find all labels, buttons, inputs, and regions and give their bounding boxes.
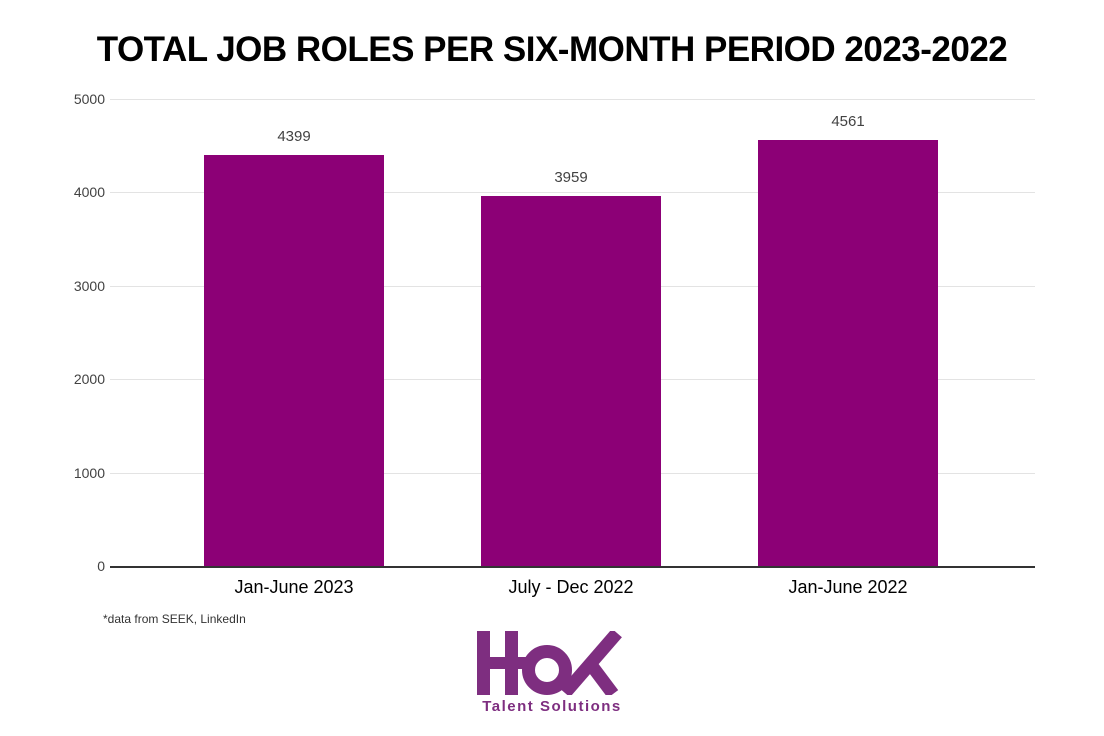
bar-value-label: 4399	[277, 128, 311, 146]
x-axis-category-label: Jan-June 2023	[234, 577, 354, 597]
bar-jan-june-2023	[204, 155, 384, 566]
x-axis-category-label: Jan-June 2022	[788, 577, 908, 597]
x-axis-category-label: July - Dec 2022	[508, 577, 634, 597]
bar-jan-june-2022	[758, 140, 938, 566]
y-axis-tick-label: 2000	[73, 371, 105, 388]
bar-value-label: 3959	[554, 169, 588, 187]
chart-title: TOTAL JOB ROLES PER SIX-MONTH PERIOD 202…	[96, 30, 1008, 69]
y-axis-tick-label: 3000	[73, 277, 105, 294]
y-axis-tick-label: 4000	[73, 184, 105, 201]
hok-logo: Talent Solutions	[0, 631, 1104, 715]
y-axis-tick-label: 0	[97, 558, 105, 574]
bar-value-label: 4561	[831, 113, 865, 130]
gridline	[110, 192, 1035, 194]
bar-july-dec-2022	[481, 196, 661, 566]
plot-area: 0 1000 2000 3000 4000 5000 4399 Jan-June 2023 39…	[74, 92, 1035, 597]
hok-logo-mark	[477, 631, 622, 695]
x-axis-line	[110, 566, 1035, 568]
logo-tagline: Talent Solutions	[482, 698, 622, 715]
gridline	[110, 99, 1035, 100]
footnote: *data from SEEK, LinkedIn	[103, 612, 246, 626]
y-axis-tick-label: 1000	[73, 464, 105, 481]
y-axis-tick-label: 5000	[73, 91, 105, 107]
